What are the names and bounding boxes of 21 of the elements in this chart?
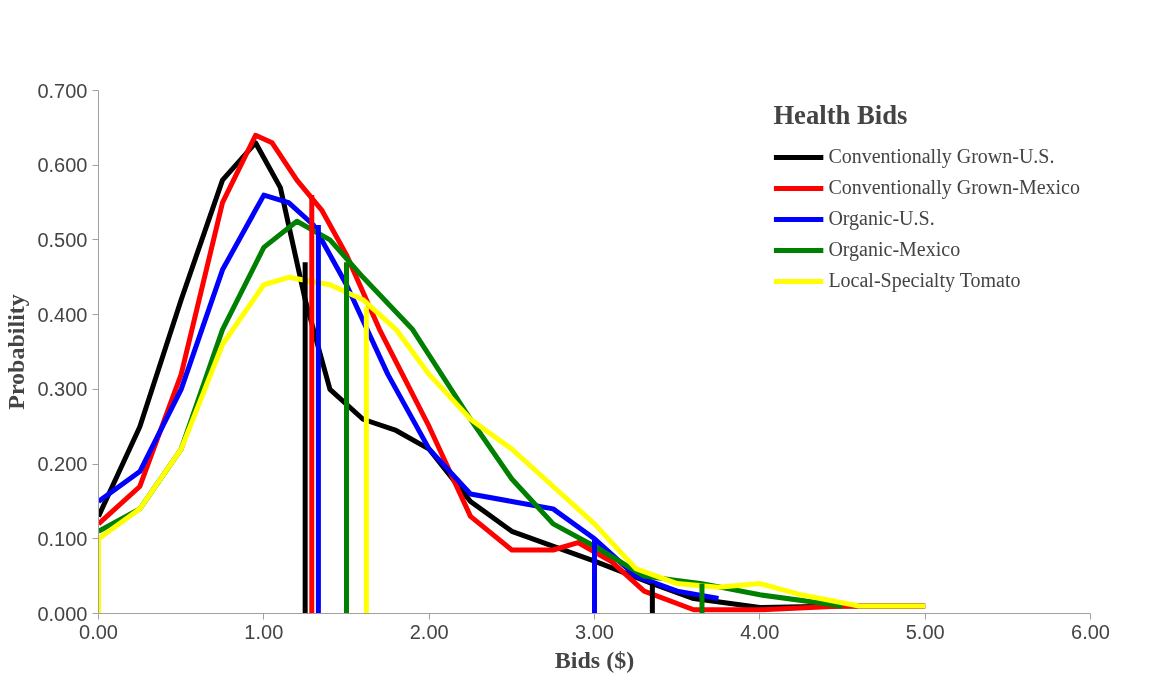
legend-label: Conventionally Grown-Mexico [828, 176, 1080, 199]
y-axis-title: Probability [3, 294, 30, 410]
legend-title: Health Bids [773, 100, 909, 131]
y-tick-label: 0.500 [37, 228, 88, 251]
y-tick-label: 0.300 [37, 378, 88, 401]
y-tick-label: 0.600 [37, 154, 88, 177]
legend-label: Local-Specialty Tomato [828, 269, 1021, 292]
legend-label: Organic-Mexico [828, 238, 961, 261]
legend-label: Conventionally Grown-U.S. [828, 145, 1055, 168]
legend-label: Organic-U.S. [828, 207, 935, 230]
x-axis-title: Bids ($) [554, 646, 635, 673]
x-tick-label: 2.00 [409, 620, 449, 643]
x-tick-label: 6.00 [1071, 620, 1110, 643]
x-tick-label: 3.00 [575, 620, 614, 643]
y-tick-label: 0.100 [37, 527, 88, 550]
x-tick-label: 5.00 [905, 620, 945, 643]
y-tick-label: 0.200 [37, 453, 88, 476]
x-tick-label: 1.00 [244, 620, 284, 643]
y-tick-label: 0.700 [37, 79, 88, 102]
x-tick-label: 4.00 [740, 620, 780, 643]
y-tick-label: 0.400 [37, 303, 88, 326]
